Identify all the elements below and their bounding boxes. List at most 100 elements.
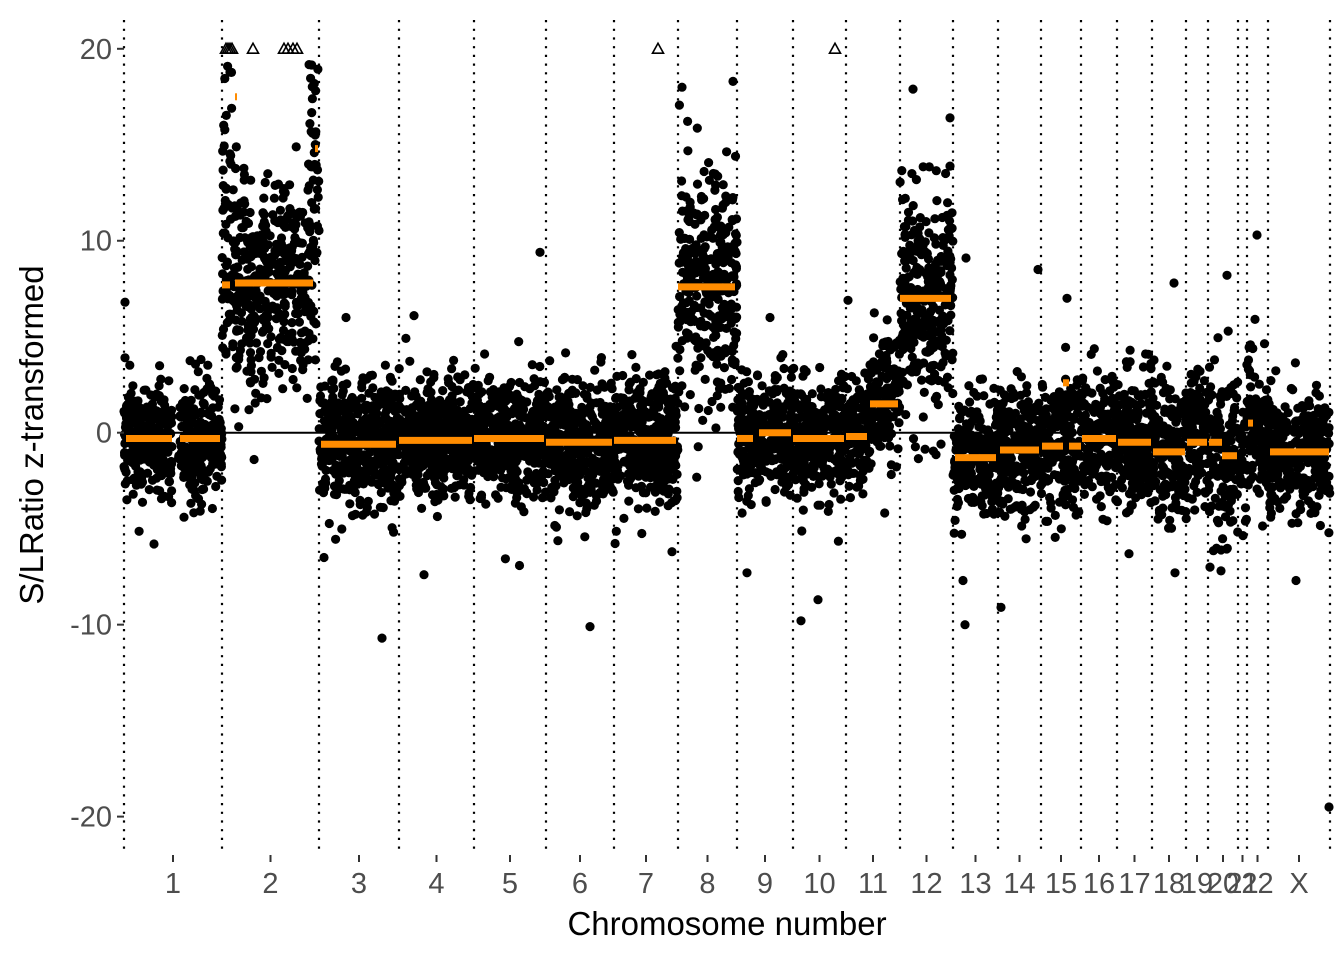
data-point <box>313 64 323 74</box>
data-point <box>966 434 976 444</box>
data-point <box>504 445 514 455</box>
data-point <box>744 484 755 494</box>
data-point <box>631 410 641 420</box>
data-point <box>724 383 735 393</box>
data-point <box>237 297 247 307</box>
data-point <box>246 361 256 371</box>
data-point <box>422 444 432 454</box>
data-point <box>727 374 737 385</box>
data-point <box>674 387 684 397</box>
data-point <box>394 364 404 374</box>
data-point <box>120 448 130 458</box>
data-point <box>596 357 606 367</box>
data-point <box>723 274 733 284</box>
data-point <box>662 465 672 475</box>
data-point <box>893 444 903 454</box>
data-point <box>444 411 455 421</box>
data-point <box>872 365 882 375</box>
data-point <box>875 441 885 451</box>
data-point <box>455 397 465 407</box>
data-point <box>561 348 571 358</box>
data-point <box>575 431 585 441</box>
data-point <box>700 297 710 307</box>
data-point <box>918 162 928 172</box>
data-point <box>529 492 539 502</box>
data-point <box>381 386 392 396</box>
data-point <box>704 175 715 185</box>
data-point <box>470 382 481 393</box>
data-point <box>935 341 946 351</box>
data-point <box>500 554 510 564</box>
data-point <box>582 390 592 400</box>
data-point <box>642 503 652 513</box>
data-point <box>885 441 895 451</box>
data-point <box>886 460 897 470</box>
data-point <box>685 197 695 207</box>
data-point <box>907 169 917 179</box>
data-point <box>337 524 347 534</box>
data-point <box>647 389 657 399</box>
data-point <box>543 402 553 412</box>
data-point <box>908 434 919 444</box>
data-point <box>770 484 780 495</box>
data-point <box>936 439 946 449</box>
data-point <box>510 474 520 484</box>
data-point <box>425 467 435 477</box>
data-point <box>428 420 438 430</box>
data-point <box>511 457 521 467</box>
data-point <box>943 198 953 208</box>
data-point <box>189 485 199 495</box>
data-point <box>903 207 914 217</box>
data-point <box>987 497 997 507</box>
data-point <box>387 452 397 462</box>
data-point <box>493 420 504 431</box>
data-point <box>472 446 482 456</box>
data-point <box>311 160 321 170</box>
data-point <box>543 469 553 479</box>
data-point <box>128 381 138 391</box>
data-point <box>933 375 944 386</box>
data-point <box>792 389 803 399</box>
data-point <box>769 416 779 426</box>
data-point <box>674 100 685 110</box>
data-point <box>682 333 692 343</box>
data-point <box>276 233 287 243</box>
data-point <box>514 486 524 496</box>
data-point <box>673 398 683 408</box>
data-point <box>179 384 189 394</box>
data-point <box>572 375 583 385</box>
data-point <box>362 467 372 477</box>
data-point <box>483 376 493 386</box>
data-point <box>245 207 255 218</box>
data-point <box>126 388 136 398</box>
data-point <box>550 520 560 531</box>
data-point <box>402 427 412 438</box>
data-point <box>567 431 577 441</box>
data-point <box>193 493 203 503</box>
data-point <box>627 350 637 360</box>
data-point <box>914 324 924 334</box>
data-point <box>852 482 862 492</box>
data-point <box>731 248 741 259</box>
data-point <box>696 353 706 363</box>
data-point <box>380 432 390 442</box>
data-point <box>575 498 585 508</box>
data-point <box>228 185 238 195</box>
data-point <box>411 480 421 490</box>
data-point <box>221 183 231 193</box>
data-point <box>274 242 284 252</box>
data-point <box>394 465 404 475</box>
data-point <box>631 483 641 493</box>
data-point <box>726 304 736 314</box>
data-point <box>930 261 940 271</box>
data-point <box>802 417 812 427</box>
data-point <box>174 451 184 461</box>
data-point <box>841 441 852 451</box>
data-point <box>255 347 266 357</box>
data-point <box>698 415 708 425</box>
data-point <box>696 191 707 202</box>
data-point <box>631 362 641 372</box>
data-point <box>636 401 646 411</box>
data-point <box>496 465 506 475</box>
data-point <box>483 471 493 482</box>
